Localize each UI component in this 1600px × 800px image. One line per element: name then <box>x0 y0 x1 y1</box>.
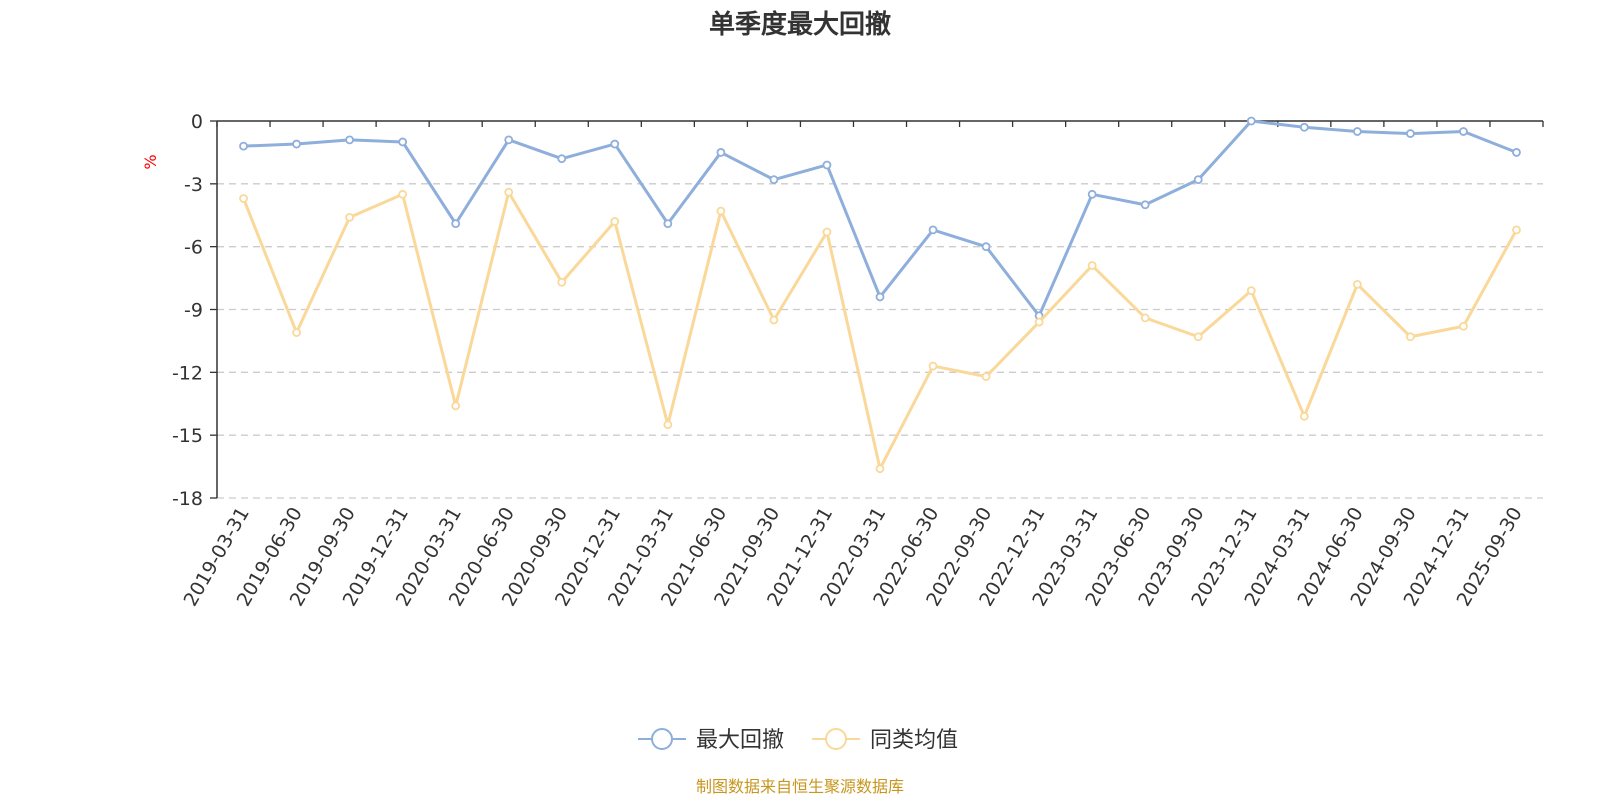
data-point <box>1299 122 1309 132</box>
data-point <box>1406 332 1415 342</box>
data-point <box>928 361 938 371</box>
data-point <box>822 160 832 170</box>
series-2 <box>239 187 1521 474</box>
data-point <box>239 194 248 203</box>
data-point <box>1406 129 1415 138</box>
chart-title: 单季度最大回撤 <box>709 9 891 40</box>
data-point <box>504 135 514 145</box>
data-point <box>1087 189 1097 199</box>
data-point <box>981 372 991 381</box>
series-line <box>243 119 1518 318</box>
data-point <box>1193 175 1203 185</box>
series-1 <box>239 116 1521 321</box>
data-point <box>875 464 885 474</box>
data-point <box>981 242 991 252</box>
y-axis-unit: % <box>141 154 160 169</box>
series <box>239 116 1521 474</box>
legend-marker <box>651 728 673 750</box>
data-point <box>1193 332 1203 342</box>
data-point <box>1459 127 1468 136</box>
data-point <box>451 401 461 411</box>
data-point <box>1140 200 1150 210</box>
data-point <box>1140 313 1150 323</box>
data-point <box>1246 116 1256 126</box>
y-tick-label: -3 <box>184 174 203 196</box>
y-tick-label: 0 <box>191 111 203 133</box>
data-point <box>716 148 726 157</box>
data-point <box>345 212 355 222</box>
data-point <box>451 219 461 229</box>
data-point <box>822 227 832 237</box>
y-tick-label: -9 <box>184 300 203 322</box>
series-line <box>242 190 1518 471</box>
data-point <box>1299 411 1309 421</box>
data-point <box>1352 127 1362 136</box>
y-tick-label: -6 <box>184 237 203 259</box>
grid <box>217 183 1543 499</box>
legend-label: 同类均值 <box>870 728 958 753</box>
legend-item-2[interactable]: 同类均值 <box>812 728 958 753</box>
data-point <box>1459 321 1468 331</box>
y-tick-label: -12 <box>172 362 203 384</box>
data-point <box>1512 225 1521 235</box>
legend-marker <box>825 728 847 750</box>
data-point <box>1352 279 1362 289</box>
data-point <box>504 187 514 197</box>
data-point <box>610 139 620 149</box>
data-point <box>398 137 408 147</box>
data-point <box>716 206 726 216</box>
data-point <box>557 154 567 164</box>
data-point <box>928 225 938 235</box>
data-point <box>292 139 301 149</box>
y-tick-label: -18 <box>172 488 203 510</box>
data-point <box>1034 317 1044 327</box>
data-point <box>769 175 779 185</box>
data-point <box>610 217 620 226</box>
data-point <box>239 141 248 151</box>
y-tick-label: -15 <box>172 425 203 447</box>
data-point <box>345 135 355 145</box>
legend-label: 最大回撤 <box>696 728 784 753</box>
data-point <box>663 420 673 430</box>
source-note: 制图数据来自恒生聚源数据库 <box>696 777 904 796</box>
data-point <box>1512 148 1521 157</box>
data-point <box>1246 286 1256 296</box>
data-point <box>398 189 408 199</box>
legend-item-1[interactable]: 最大回撤 <box>638 728 784 753</box>
data-point <box>557 277 567 287</box>
axes: 0-3-6-9-12-15-182019-03-312019-06-302019… <box>172 111 1544 610</box>
legend[interactable]: 最大回撤 同类均值 <box>638 728 958 753</box>
data-point <box>292 328 301 337</box>
data-point <box>1087 261 1097 270</box>
data-point <box>663 219 673 229</box>
data-point <box>875 292 885 302</box>
data-point <box>769 315 779 325</box>
